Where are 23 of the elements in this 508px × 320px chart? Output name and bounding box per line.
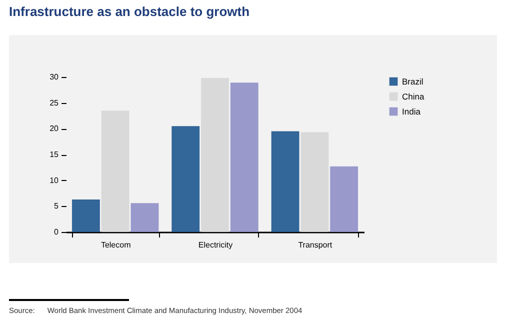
y-tick-label: 5 <box>54 202 60 211</box>
y-tick-label: 0 <box>54 228 60 236</box>
bar <box>101 110 130 232</box>
x-tick-label: Transport <box>298 240 333 250</box>
legend-label: China <box>402 92 424 102</box>
x-tick-label: Electricity <box>198 240 233 250</box>
bar <box>130 203 159 232</box>
bar <box>172 126 200 232</box>
y-tick-label: 30 <box>50 72 60 82</box>
bar <box>230 82 258 232</box>
y-tick-label: 10 <box>50 176 60 185</box>
bar <box>271 131 300 232</box>
chart-title: Infrastructure as an obstacle to growth <box>9 4 250 19</box>
x-tick-label: Telecom <box>100 240 132 250</box>
legend-label: Brazil <box>402 76 424 86</box>
y-tick-label: 20 <box>50 124 60 134</box>
y-tick-label: 25 <box>50 98 60 108</box>
bar <box>330 166 358 232</box>
bar <box>300 132 329 232</box>
legend-label: India <box>402 106 421 116</box>
bar <box>72 199 100 232</box>
bar <box>201 78 229 232</box>
y-tick-label: 15 <box>50 150 60 159</box>
